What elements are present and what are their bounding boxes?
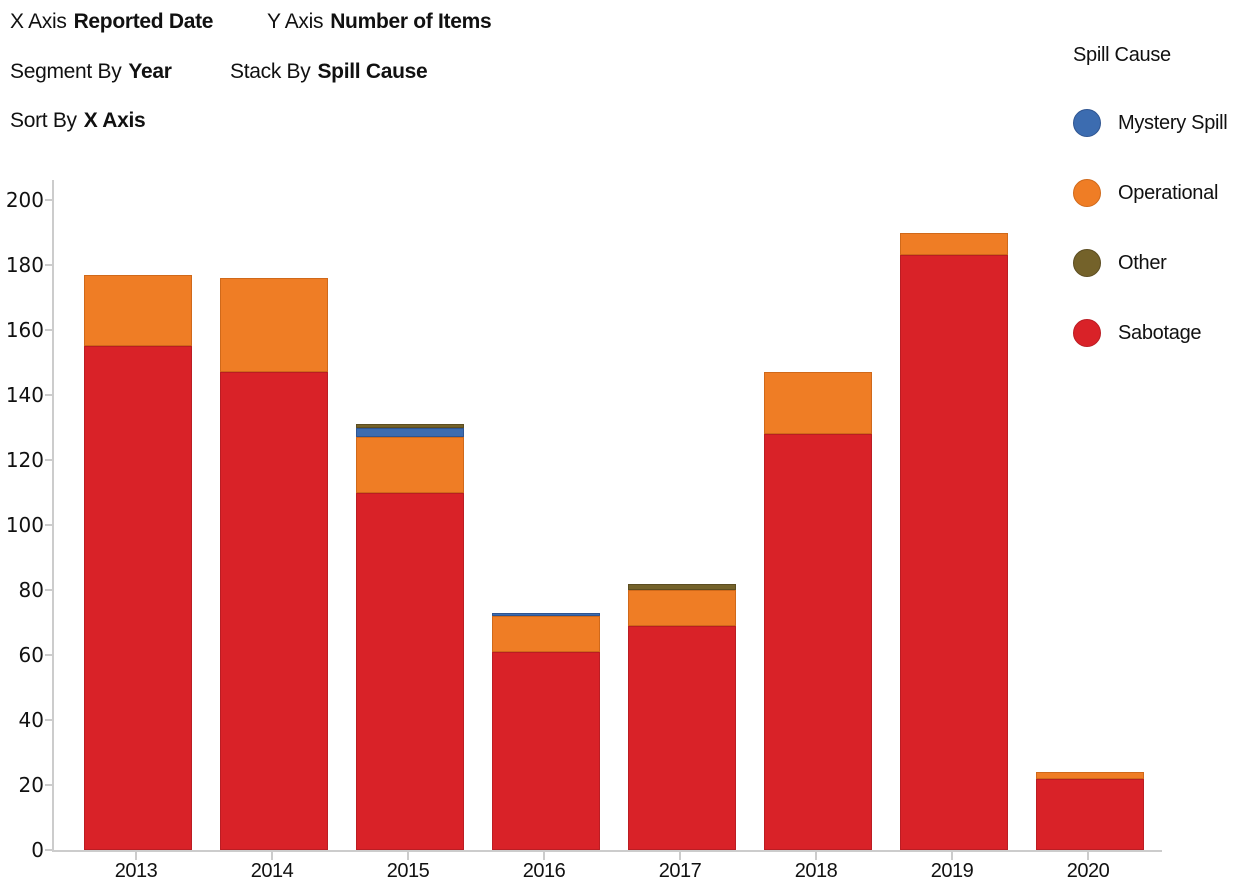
bar-segment[interactable] [356,437,464,493]
stack-by-setting[interactable]: Stack By Spill Cause [230,60,428,84]
bar-segment[interactable] [900,232,1008,256]
y-axis-tick-label: 40 [18,708,44,732]
plot-area [52,180,1162,852]
y-axis-tick-label: 180 [5,253,44,277]
y-axis-tick [45,394,53,396]
segment-by-setting-label: Segment By [10,60,122,83]
x-axis-tick [271,852,273,860]
y-axis-tick [45,784,53,786]
bar-segment[interactable] [764,372,872,434]
x-axis-tick [1087,852,1089,860]
bar-segment[interactable] [84,346,192,850]
legend-label: Mystery Spill [1118,111,1228,134]
y-axis-tick [45,329,53,331]
bar-segment[interactable] [220,372,328,850]
sort-by-setting-value: X Axis [83,109,146,132]
x-axis-tick [135,852,137,860]
legend-swatch-icon [1073,109,1101,137]
y-axis-tick-label: 160 [5,318,44,342]
bar-segment[interactable] [628,625,736,850]
y-axis-tick [45,849,53,851]
x-axis-setting[interactable]: X Axis Reported Date [10,10,213,34]
sort-by-setting-label: Sort By [10,109,77,132]
bar-segment[interactable] [764,434,872,850]
x-axis-tick [679,852,681,860]
bar-segment[interactable] [84,274,192,347]
x-axis-tick-label: 2018 [794,860,838,882]
x-axis-tick-label: 2017 [658,860,702,882]
bar-segment[interactable] [1036,772,1144,779]
legend: Spill Cause Mystery Spill Operational Othe… [1073,44,1228,389]
x-axis-tick-label: 2019 [930,860,974,882]
stack-by-setting-value: Spill Cause [317,60,428,83]
legend-item[interactable]: Operational [1073,179,1227,207]
bar-segment[interactable] [492,651,600,850]
y-axis-tick-label: 140 [5,383,44,407]
segment-by-setting[interactable]: Segment By Year [10,60,172,84]
x-axis-tick-label: 2020 [1066,860,1110,882]
y-axis-setting-label: Y Axis [267,10,324,33]
y-axis-tick [45,199,53,201]
bar-segment[interactable] [356,424,464,428]
x-axis-setting-value: Reported Date [73,10,214,33]
legend-swatch-icon [1073,319,1101,347]
legend-item[interactable]: Other [1073,249,1227,277]
bar-segment[interactable] [356,427,464,438]
segment-by-setting-value: Year [128,60,172,83]
x-axis-tick [543,852,545,860]
y-axis-tick-label: 120 [5,448,44,472]
x-axis-tick-label: 2013 [114,860,158,882]
bar-segment[interactable] [900,255,1008,850]
y-axis-tick [45,264,53,266]
y-axis-setting[interactable]: Y Axis Number of Items [267,10,492,34]
y-axis-tick-label: 60 [18,643,44,667]
bar-segment[interactable] [628,590,736,626]
y-axis-tick-label: 0 [31,838,44,862]
legend-item[interactable]: Mystery Spill [1073,109,1228,137]
y-axis-tick [45,719,53,721]
bar-segment[interactable] [220,278,328,373]
legend-label: Operational [1118,181,1219,204]
x-axis-tick [951,852,953,860]
y-axis-tick [45,524,53,526]
bar-segment[interactable] [356,492,464,850]
legend-swatch-icon [1073,249,1101,277]
legend-swatch-icon [1073,179,1101,207]
y-axis-tick-label: 20 [18,773,44,797]
stack-by-setting-label: Stack By [230,60,311,83]
legend-label: Sabotage [1118,321,1202,344]
y-axis-setting-value: Number of Items [330,10,492,33]
bar-segment[interactable] [628,583,736,590]
legend-items: Mystery Spill Operational Other Sabotage [1073,109,1228,347]
x-axis-tick-label: 2014 [250,860,294,882]
x-axis-tick [815,852,817,860]
y-axis-tick-label: 200 [5,188,44,212]
legend-item[interactable]: Sabotage [1073,319,1227,347]
y-axis-tick [45,654,53,656]
x-axis-tick-label: 2015 [386,860,430,882]
legend-label: Other [1118,251,1167,274]
bar-segment[interactable] [492,616,600,652]
x-axis-setting-label: X Axis [10,10,67,33]
x-axis-tick-label: 2016 [522,860,566,882]
bar-segment[interactable] [1036,778,1144,850]
y-axis-tick-label: 100 [5,513,44,537]
sort-by-setting[interactable]: Sort By X Axis [10,109,146,133]
x-axis-tick [407,852,409,860]
y-axis-tick-label: 80 [18,578,44,602]
y-axis-tick [45,589,53,591]
legend-title: Spill Cause [1073,44,1171,66]
y-axis-tick [45,459,53,461]
bar-segment[interactable] [492,612,600,616]
